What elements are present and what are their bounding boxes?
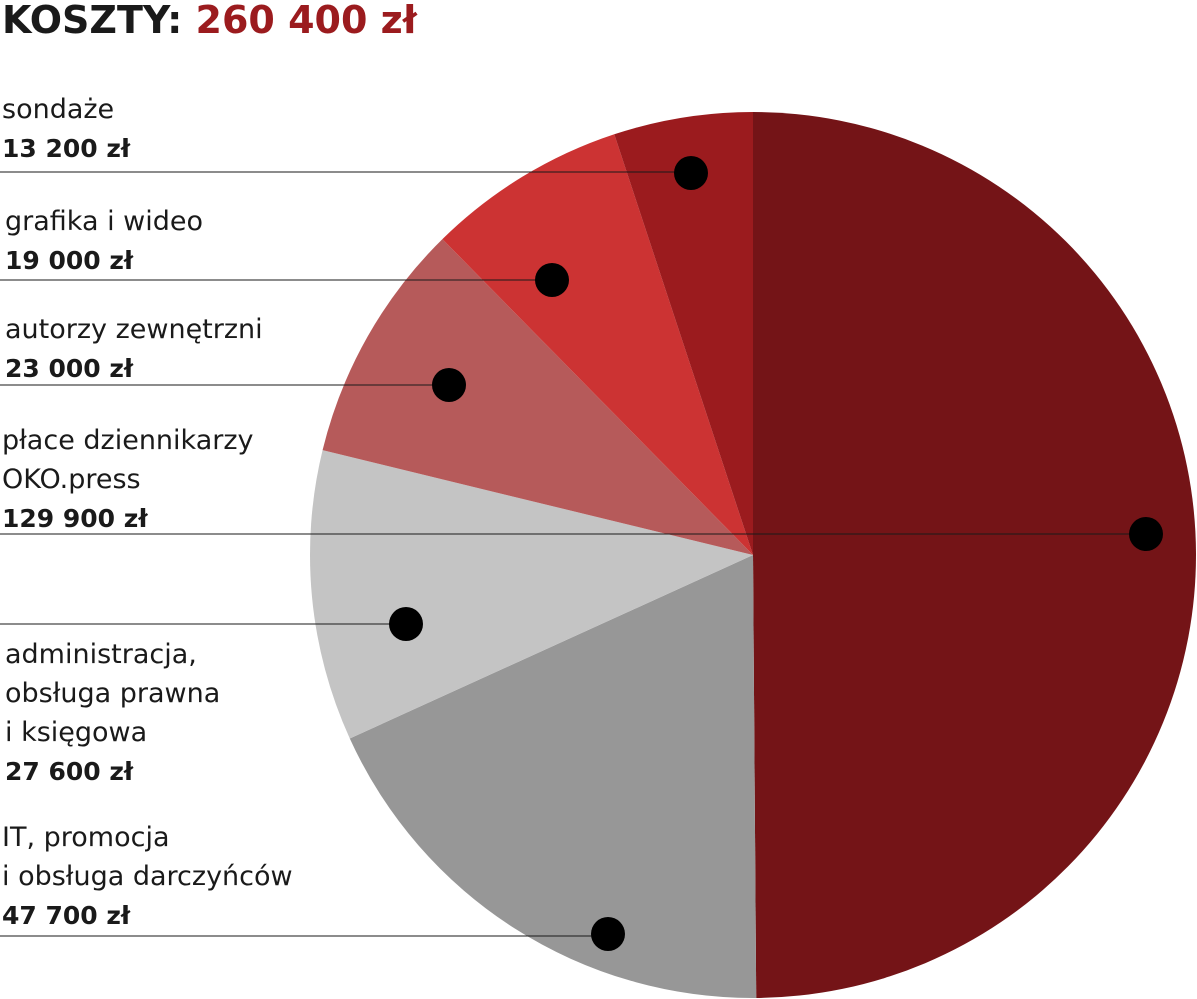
slice-label: autorzy zewnętrzni <box>5 314 263 345</box>
slice-value-label: 19 000 zł <box>5 246 134 275</box>
leader-dot <box>432 368 466 402</box>
slice-label: administracja, <box>5 639 197 670</box>
slice-value-label: 129 900 zł <box>2 504 148 533</box>
slice-value-label: 27 600 zł <box>5 757 134 786</box>
leader-dot <box>535 263 569 297</box>
chart-title-label: KOSZTY <box>2 0 171 42</box>
chart-title: KOSZTY: 260 400 zł <box>2 0 418 42</box>
leader-dot <box>591 917 625 951</box>
chart-title-separator: : <box>167 0 195 42</box>
pie-slice-grafika-i-wideo <box>442 134 753 555</box>
slice-value-label: 23 000 zł <box>5 354 134 383</box>
leader-lines <box>0 156 1163 951</box>
slice-label: płace dziennikarzy <box>2 425 254 456</box>
slice-label: sondaże <box>2 94 114 125</box>
pie-slice-sondaz-e <box>614 112 753 555</box>
pie-slices <box>310 112 1196 998</box>
slice-label: obsługa prawna <box>5 678 220 709</box>
pie-slice-administracja-obs-uga-prawna-i-ksie-gowa <box>310 450 753 739</box>
slice-label: grafika i wideo <box>5 206 203 237</box>
pie-slice-autorzy-zewne-trzni <box>322 239 753 555</box>
slice-value-label: 47 700 zł <box>2 901 131 930</box>
pie-slice-p-ace-dziennikarzy-oko-press <box>753 112 1196 998</box>
leader-dot <box>1129 517 1163 551</box>
slice-label: OKO.press <box>2 464 141 495</box>
pie-slice-it-promocja-i-obs-uga-darczyn-co-w <box>349 555 757 998</box>
leader-dot <box>674 156 708 190</box>
leader-dot <box>389 607 423 641</box>
slice-label: i obsługa darczyńców <box>2 861 293 892</box>
chart-title-total: 260 400 zł <box>196 0 418 42</box>
slice-label: IT, promocja <box>2 822 170 853</box>
slice-value-label: 13 200 zł <box>2 134 131 163</box>
slice-label: i księgowa <box>5 717 147 748</box>
slice-labels: płace dziennikarzy OKO.press 129 900 zł IT,… <box>2 94 293 930</box>
